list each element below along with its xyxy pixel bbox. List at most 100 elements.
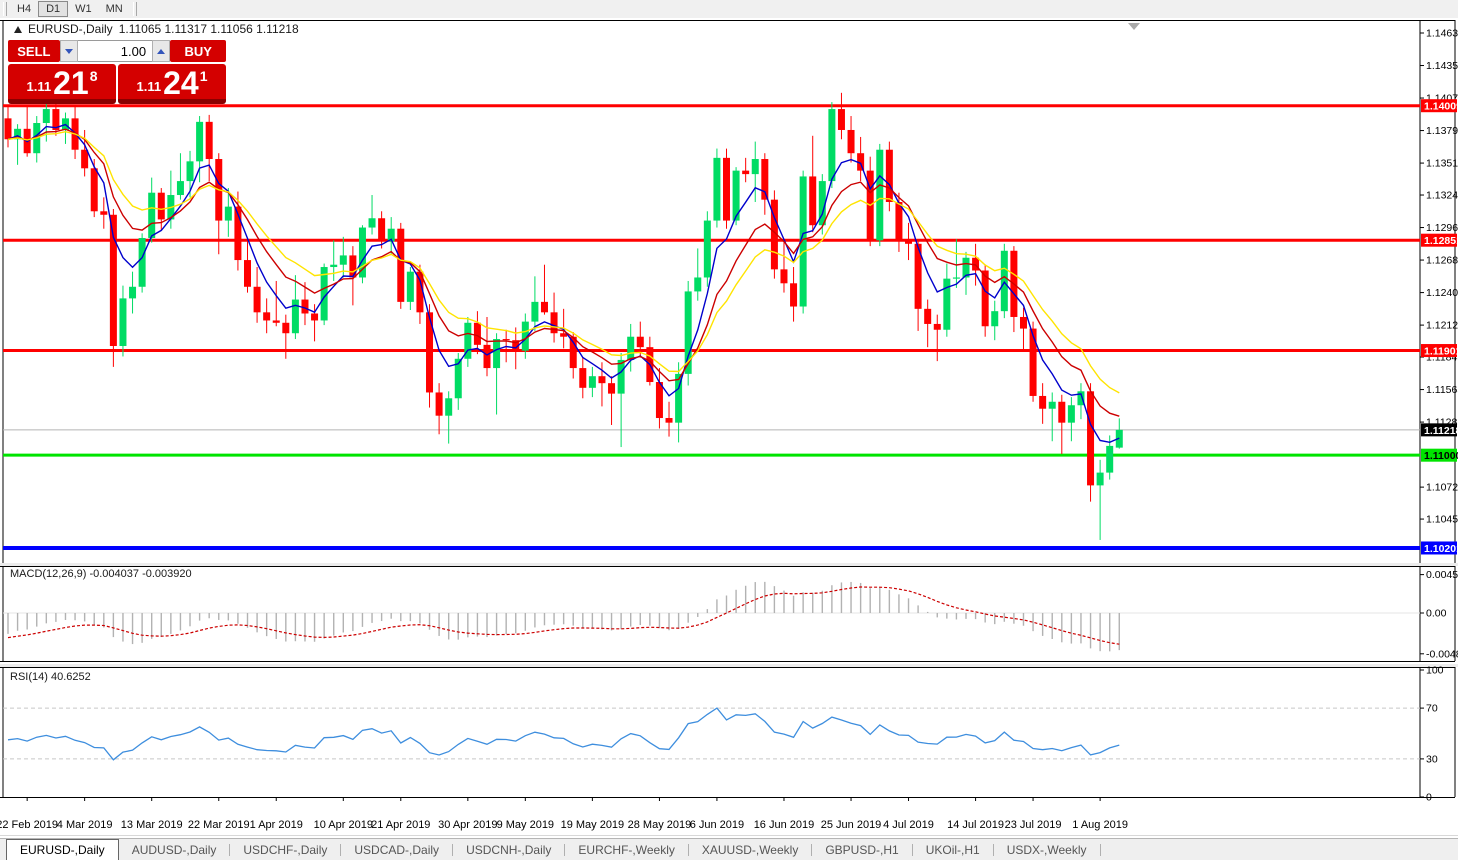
date-label: 21 Apr 2019	[371, 819, 431, 831]
moving-average-slow	[7, 130, 1120, 394]
candle-body	[406, 271, 414, 302]
date-label: 14 Jul 2019	[947, 819, 1005, 831]
candle-body	[952, 277, 960, 279]
date-label: 1 Apr 2019	[249, 819, 303, 831]
svg-text:1.10725: 1.10725	[1426, 482, 1458, 494]
buy-price-prefix: 1.11	[136, 79, 162, 94]
candle-body	[464, 322, 472, 359]
candle-body	[809, 176, 817, 226]
date-label: 6 Jun 2019	[689, 819, 745, 831]
candle-body	[263, 312, 271, 321]
chart-tab-audusd-daily[interactable]: AUDUSD-,Daily	[131, 842, 217, 857]
trade-panel-prices: 1.11 21 8 1.11 24 1	[8, 64, 226, 104]
candle-body	[52, 109, 60, 130]
symbol-label: EURUSD-,Daily	[28, 22, 113, 36]
candle-body	[1019, 316, 1027, 329]
timeframe-button-h4[interactable]: H4	[17, 3, 32, 15]
date-label: 16 Jun 2019	[753, 819, 815, 831]
svg-text:30: 30	[1426, 753, 1438, 765]
date-label: 9 May 2019	[496, 819, 555, 831]
chart-tab-usdx-weekly[interactable]: USDX-,Weekly	[1006, 842, 1087, 857]
candle-body	[1058, 401, 1066, 423]
buy-button[interactable]: BUY	[170, 40, 226, 62]
candle-body	[1077, 391, 1085, 406]
chart-tab-usdcad-daily[interactable]: USDCAD-,Daily	[354, 842, 440, 857]
ohlc-values: 1.11065 1.11317 1.11056 1.11218	[118, 22, 299, 36]
candle-body	[1067, 405, 1075, 423]
rsi-axis[interactable]: 100 70 30 0	[1420, 665, 1444, 804]
candle-body	[751, 159, 759, 175]
date-label: 1 Aug 2019	[1072, 819, 1128, 831]
candle-body	[837, 109, 845, 130]
candle-body	[1039, 395, 1047, 409]
sell-button[interactable]: SELL	[8, 40, 60, 62]
candle-body	[330, 264, 338, 268]
candle-body	[991, 311, 999, 327]
symbol-collapse-icon[interactable]	[14, 25, 22, 33]
date-axis[interactable]: 22 Feb 2019 4 Mar 2019 13 Mar 2019 22 Mar 2…	[0, 819, 1458, 833]
volume-decrease-button[interactable]	[59, 40, 79, 62]
macd-panel[interactable]: 0.004517 0.00 -0.00480	[0, 563, 1458, 664]
chart-tab-gbpusd-h1[interactable]: GBPUSD-,H1	[825, 842, 899, 857]
chart-tab-xauusd-weekly[interactable]: XAUUSD-,Weekly	[701, 842, 799, 857]
svg-text:1.13795: 1.13795	[1426, 125, 1458, 137]
volume-increase-button[interactable]	[152, 40, 171, 62]
candle-body	[493, 339, 501, 369]
svg-text:-0.00480: -0.00480	[1426, 648, 1458, 660]
candle-body	[157, 192, 165, 220]
candle-body	[1029, 328, 1037, 396]
chart-tab-usdcnh-daily[interactable]: USDCNH-,Daily	[466, 842, 552, 857]
rsi-panel[interactable]: 100 70 30 0	[0, 664, 1458, 804]
svg-text:1.13515: 1.13515	[1426, 158, 1458, 170]
svg-text:1.14355: 1.14355	[1426, 60, 1458, 72]
date-label: 4 Jul 2019	[883, 819, 934, 831]
timeframe-toolbar: H4 D1 W1 MN	[0, 0, 1458, 19]
candle-body	[761, 159, 769, 200]
candle-body	[14, 128, 22, 140]
candle-body	[100, 211, 108, 215]
timeframe-button-d1[interactable]: D1	[38, 1, 69, 17]
date-label: 25 Jun 2019	[820, 819, 882, 831]
candle-body	[924, 308, 932, 324]
timeframe-button-w1[interactable]: W1	[75, 3, 92, 15]
svg-text:1.11565: 1.11565	[1426, 384, 1458, 396]
rsi-label: RSI(14) 40.6252	[10, 671, 91, 683]
candle-body	[311, 313, 319, 321]
candle-body	[540, 301, 548, 313]
candle-body	[244, 260, 251, 287]
candle-body	[483, 344, 491, 369]
price-chart[interactable]: 1.146351.143551.140751.137951.135151.132…	[0, 20, 1458, 563]
svg-text:0.004517: 0.004517	[1426, 569, 1458, 581]
candle-body	[560, 333, 568, 337]
candle-body	[301, 299, 309, 314]
candle-body	[981, 270, 989, 327]
chart-tab-usdchf-daily[interactable]: USDCHF-,Daily	[243, 842, 328, 857]
chart-tab-eurchf-weekly[interactable]: EURCHF-,Weekly	[578, 842, 675, 857]
candle-body	[282, 322, 290, 334]
candle-body	[905, 240, 913, 244]
chart-tab-ukoil-h1[interactable]: UKOil-,H1	[925, 842, 980, 857]
candle-body	[512, 340, 520, 351]
svg-text:1.11000: 1.11000	[1424, 450, 1458, 462]
candle-body	[435, 392, 443, 416]
date-label: 30 Apr 2019	[438, 819, 498, 831]
macd-axis[interactable]: 0.004517 0.00 -0.00480	[1420, 569, 1458, 660]
svg-text:1.12120: 1.12120	[1426, 320, 1458, 332]
sell-price-box[interactable]: 1.11 21 8	[8, 64, 116, 104]
scroll-to-end-icon[interactable]	[1128, 23, 1140, 30]
price-axis[interactable]: 1.146351.143551.140751.137951.135151.132…	[1420, 28, 1458, 555]
candle-body	[703, 220, 711, 278]
buy-price-box[interactable]: 1.11 24 1	[118, 64, 226, 104]
moving-average-mid	[7, 128, 1120, 417]
chart-tab-eurusd-daily[interactable]: EURUSD-,Daily	[6, 839, 119, 860]
candle-body	[90, 168, 98, 212]
timeframe-button-mn[interactable]: MN	[105, 3, 123, 15]
divider	[0, 835, 1458, 836]
svg-text:1.14635: 1.14635	[1426, 28, 1458, 40]
candle-body	[224, 206, 232, 221]
volume-input[interactable]	[78, 40, 153, 62]
candle-body	[1096, 472, 1104, 486]
candle-body	[531, 301, 539, 322]
svg-text:1.10450: 1.10450	[1426, 514, 1458, 526]
